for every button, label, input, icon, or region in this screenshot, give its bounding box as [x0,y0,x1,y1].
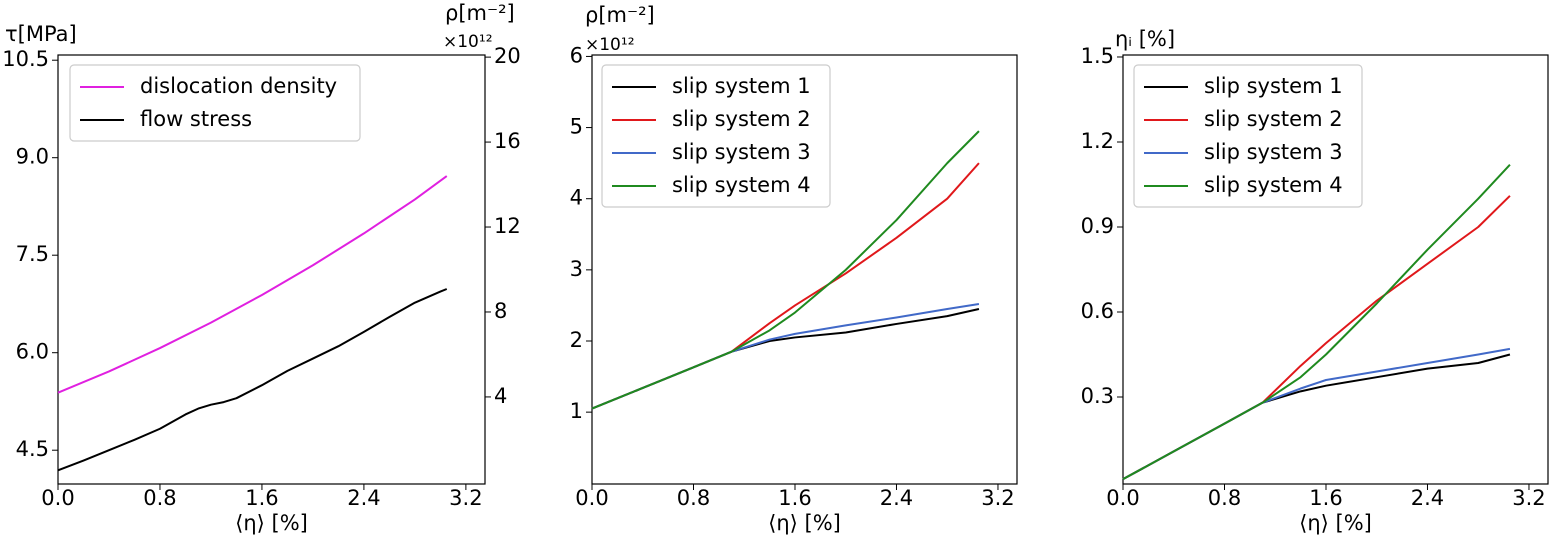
data-line [57,288,448,472]
y2-tick-label: 8 [494,299,507,323]
legend-label: slip system 4 [1204,173,1343,197]
legend-box [69,64,361,142]
y2-tick-label: 12 [494,214,521,238]
legend-label: flow stress [140,107,252,131]
x-axis-label: ⟨η⟩ [%] [235,511,308,535]
y-tick-label: 9.0 [16,145,49,169]
y2-tick-label: 4 [494,384,507,408]
data-line [57,175,448,394]
legend-label: slip system 2 [1204,107,1343,131]
y2-axis-label: ρ[m⁻²] [445,1,515,25]
y-tick-label: 1.2 [1081,129,1114,153]
x-tick-label: 2.4 [347,486,380,510]
y-tick-label: 4 [570,186,583,210]
y-offset-label: ×10¹² [585,35,635,55]
data-line [591,130,980,410]
y-tick-label: 1 [570,399,583,423]
legend-label: slip system 3 [1204,140,1343,164]
x-tick-label: 1.6 [245,486,278,510]
x-axis-label: ⟨η⟩ [%] [1299,511,1372,535]
y-tick-label: 10.5 [2,47,49,71]
y-tick-label: 0.9 [1081,214,1114,238]
x-tick-label: 0.0 [1106,486,1139,510]
y2-tick-label: 20 [494,44,521,68]
y-tick-label: 6 [570,43,583,67]
legend-label: slip system 4 [672,173,811,197]
data-line [1122,347,1511,481]
y2-offset-label: ×10¹² [443,32,493,52]
data-line [591,308,980,410]
y-axis-label: τ[MPa] [5,22,77,46]
data-line [1122,353,1511,481]
legend-label: slip system 1 [1204,74,1343,98]
legend-label: dislocation density [140,74,337,98]
y-axis-label: ηᵢ [%] [1115,27,1175,51]
plot-frame [57,54,486,485]
x-tick-label: 0.0 [575,486,608,510]
y-axis-label: ρ[m⁻²] [585,3,655,27]
legend-box [601,64,831,208]
y-tick-label: 3 [570,257,583,281]
data-line [1122,163,1511,481]
y-tick-label: 2 [570,328,583,352]
x-tick-label: 1.6 [778,486,811,510]
legend-label: slip system 3 [672,140,811,164]
x-tick-label: 2.4 [1411,486,1444,510]
x-tick-label: 0.8 [677,486,710,510]
legend-label: slip system 1 [672,74,811,98]
y-tick-label: 5 [570,115,583,139]
x-tick-label: 0.8 [1208,486,1241,510]
y-tick-label: 4.5 [16,437,49,461]
x-tick-label: 3.2 [449,486,482,510]
data-line [1122,195,1511,481]
y-tick-label: 0.3 [1081,384,1114,408]
plot-frame [1122,54,1549,485]
x-tick-label: 1.6 [1309,486,1342,510]
x-axis-label: ⟨η⟩ [%] [768,511,841,535]
x-tick-label: 3.2 [981,486,1014,510]
x-tick-label: 3.2 [1512,486,1545,510]
y2-tick-label: 16 [494,129,521,153]
y-tick-label: 7.5 [16,242,49,266]
y-tick-label: 6.0 [16,340,49,364]
x-tick-label: 0.0 [41,486,74,510]
y-tick-label: 1.5 [1081,44,1114,68]
legend-box [1133,64,1363,208]
x-tick-label: 2.4 [880,486,913,510]
x-tick-label: 0.8 [143,486,176,510]
legend-label: slip system 2 [672,107,811,131]
y-tick-label: 0.6 [1081,299,1114,323]
